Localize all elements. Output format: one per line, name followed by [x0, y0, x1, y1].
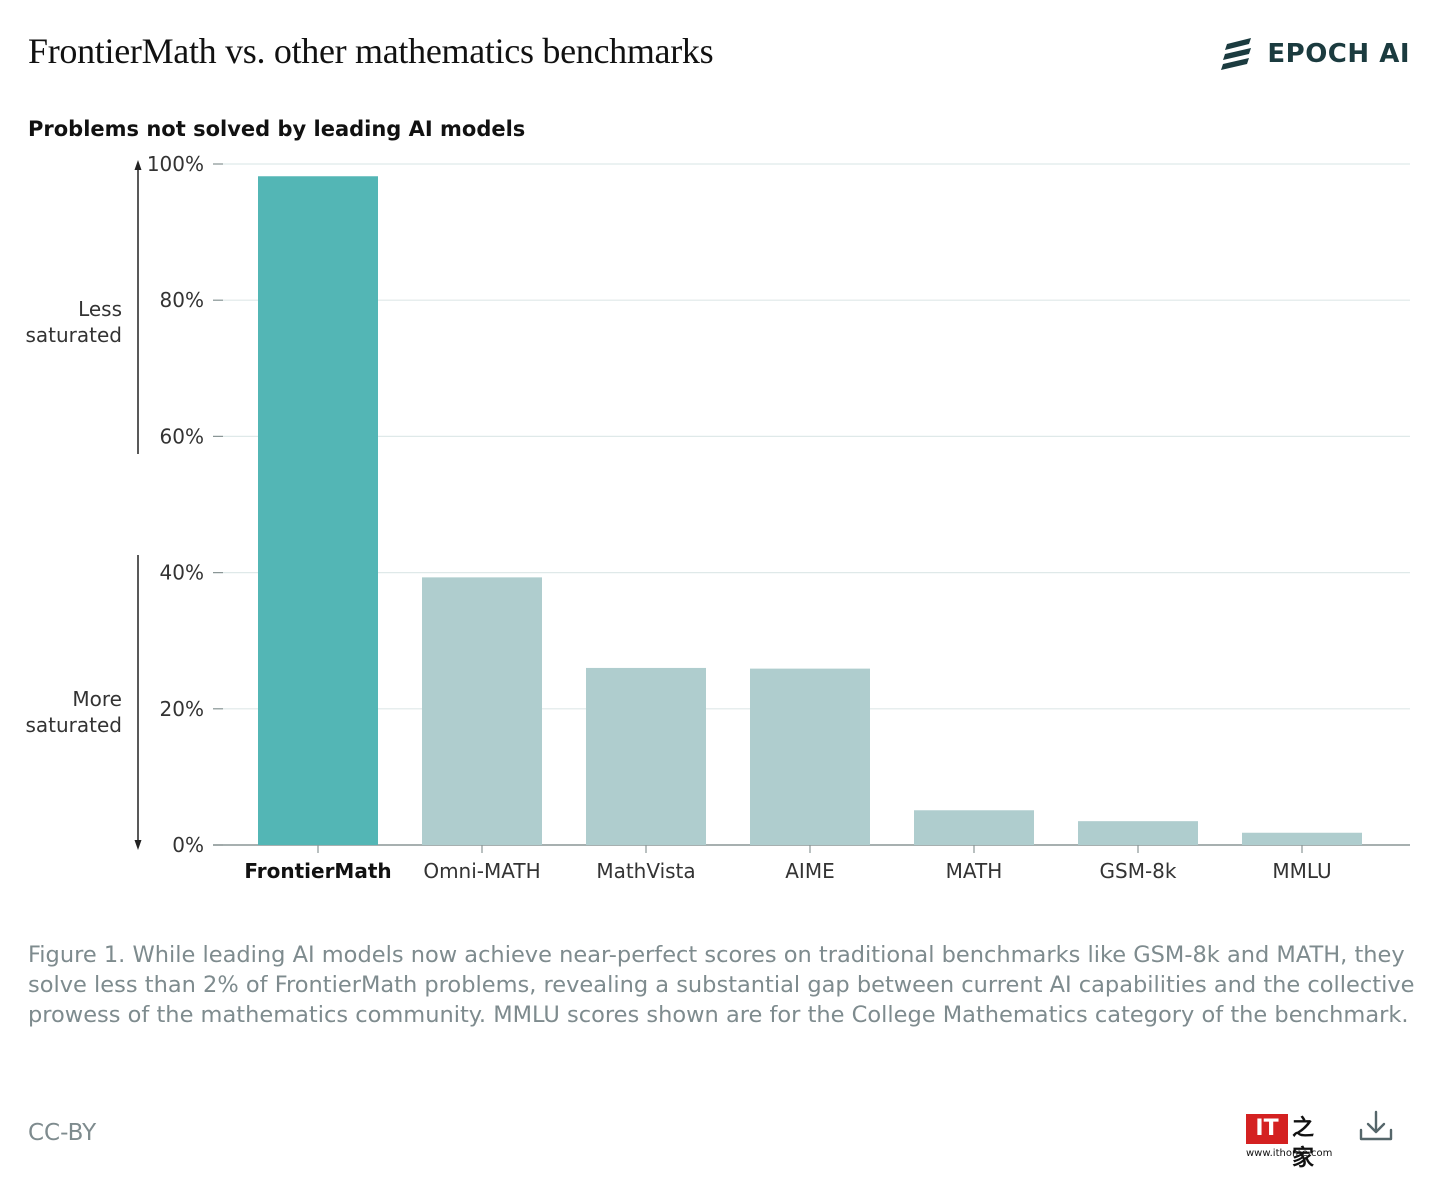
bar-gsm-8k — [1078, 821, 1198, 845]
brand-name: EPOCH AI — [1267, 39, 1410, 69]
annotation-bottom-line2: saturated — [25, 713, 122, 737]
annotation-top-line1: Less — [78, 297, 122, 321]
y-tick-label: 20% — [160, 697, 204, 721]
bar-mmlu — [1242, 832, 1362, 845]
watermark-url: www.ithome.com — [1246, 1148, 1333, 1159]
arrow-head-up — [134, 160, 142, 170]
download-icon — [1359, 1110, 1393, 1141]
epoch-logo-icon — [1221, 38, 1252, 70]
x-tick-label: Omni-MATH — [423, 859, 540, 883]
x-tick-label: GSM-8k — [1100, 859, 1177, 883]
bars — [258, 176, 1362, 845]
annotation-top-line2: saturated — [25, 323, 122, 347]
x-tick-label: AIME — [785, 859, 834, 883]
x-tick-label: MathVista — [596, 859, 695, 883]
ithome-watermark: IT 之家 www.ithome.com — [1246, 1112, 1338, 1171]
annotation-bottom-line1: More — [72, 687, 122, 711]
download-button[interactable] — [1356, 1106, 1396, 1146]
watermark-chars: 之家 — [1292, 1116, 1315, 1171]
arrow-head-down — [134, 840, 142, 850]
y-tick-label: 60% — [160, 424, 204, 448]
bar-chart: Problems not solved by leading AI models… — [25, 117, 1410, 883]
chart-subtitle: Problems not solved by leading AI models — [28, 117, 525, 141]
page-title: FrontierMath vs. other mathematics bench… — [28, 31, 714, 71]
bar-omni-math — [422, 577, 542, 845]
figure-caption: Figure 1. While leading AI models now ac… — [28, 942, 1415, 1028]
x-axis-labels: FrontierMath Omni-MATH MathVista AIME MATH GS… — [244, 845, 1332, 883]
bar-aime — [750, 668, 870, 845]
watermark-logo: IT — [1246, 1114, 1288, 1144]
x-tick-label: MMLU — [1272, 859, 1331, 883]
y-axis-ticks: 0% 20% 40% 60% 80% 100% — [147, 152, 223, 857]
saturation-annotations: Less saturated More saturated — [25, 160, 142, 850]
x-tick-label: FrontierMath — [244, 859, 391, 883]
y-tick-label: 0% — [172, 833, 204, 857]
bar-mathvista — [586, 667, 706, 845]
bar-frontiermath — [258, 176, 378, 845]
y-tick-label: 80% — [160, 288, 204, 312]
y-tick-label: 40% — [160, 561, 204, 585]
brand-logo[interactable]: EPOCH AI — [1221, 38, 1410, 70]
x-tick-label: MATH — [946, 859, 1003, 883]
bar-math — [914, 810, 1034, 845]
y-tick-label: 100% — [147, 152, 204, 176]
license-label: CC-BY — [28, 1120, 97, 1146]
